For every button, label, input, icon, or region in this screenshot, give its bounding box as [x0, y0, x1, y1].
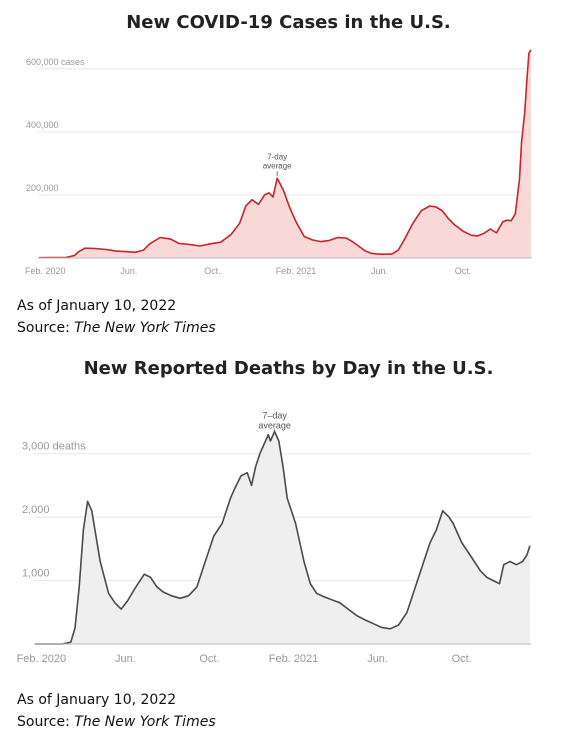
- series-line: [38, 49, 532, 259]
- deaths-chart: 3,000 deaths 2,000 1,000 Feb. 2020 Jun. Oct. F…: [17, 411, 531, 665]
- as-of-date: As of January 10, 2022: [17, 298, 177, 314]
- annotation-text: 7-day: [267, 152, 287, 161]
- source-prefix: Source:: [17, 320, 70, 336]
- series-area: [35, 431, 530, 644]
- x-tick-label: Jun.: [367, 653, 388, 665]
- x-tick-label: Oct.: [455, 266, 472, 276]
- as-of-date: As of January 10, 2022: [17, 692, 177, 708]
- x-tick-label: Oct.: [452, 653, 472, 665]
- y-tick-label: 3,000 deaths: [22, 441, 86, 453]
- series-line: [35, 430, 531, 645]
- x-tick-label: Oct.: [204, 266, 221, 276]
- y-tick-label: 2,000: [22, 504, 50, 516]
- cases-chart: 600,000 cases 400,000 200,000 Feb. 2020 Jun.…: [25, 49, 532, 276]
- x-tick-label: Oct.: [199, 653, 219, 665]
- x-tick-label: Feb. 2021: [276, 266, 317, 276]
- x-tick-label: Jun.: [371, 266, 388, 276]
- annotation-text: average: [258, 421, 291, 431]
- y-tick-label: 400,000: [26, 120, 59, 130]
- x-tick-label: Feb. 2020: [17, 653, 67, 665]
- annotation-text: average: [263, 161, 292, 170]
- series-area: [39, 50, 531, 258]
- source-note-deaths: As of January 10, 2022 Source: The New Y…: [17, 689, 216, 733]
- annotation-text: 7–day: [262, 411, 287, 421]
- x-tick-label: Feb. 2021: [269, 653, 319, 665]
- y-tick-label: 200,000: [26, 183, 59, 193]
- x-tick-label: Feb. 2020: [25, 266, 66, 276]
- y-tick-label: 600,000 cases: [26, 57, 85, 67]
- chart-title-cases: New COVID-19 Cases in the U.S.: [126, 12, 451, 33]
- x-tick-label: Jun.: [115, 653, 136, 665]
- source-line: Source: The New York Times: [17, 711, 216, 733]
- source-line: Source: The New York Times: [17, 317, 216, 339]
- chart-title-deaths: New Reported Deaths by Day in the U.S.: [83, 358, 494, 379]
- source-name: The New York Times: [74, 714, 216, 730]
- x-tick-label: Jun.: [120, 266, 137, 276]
- y-tick-label: 1,000: [22, 568, 50, 580]
- source-prefix: Source:: [17, 714, 70, 730]
- source-note-cases: As of January 10, 2022 Source: The New Y…: [17, 295, 216, 339]
- source-name: The New York Times: [74, 320, 216, 336]
